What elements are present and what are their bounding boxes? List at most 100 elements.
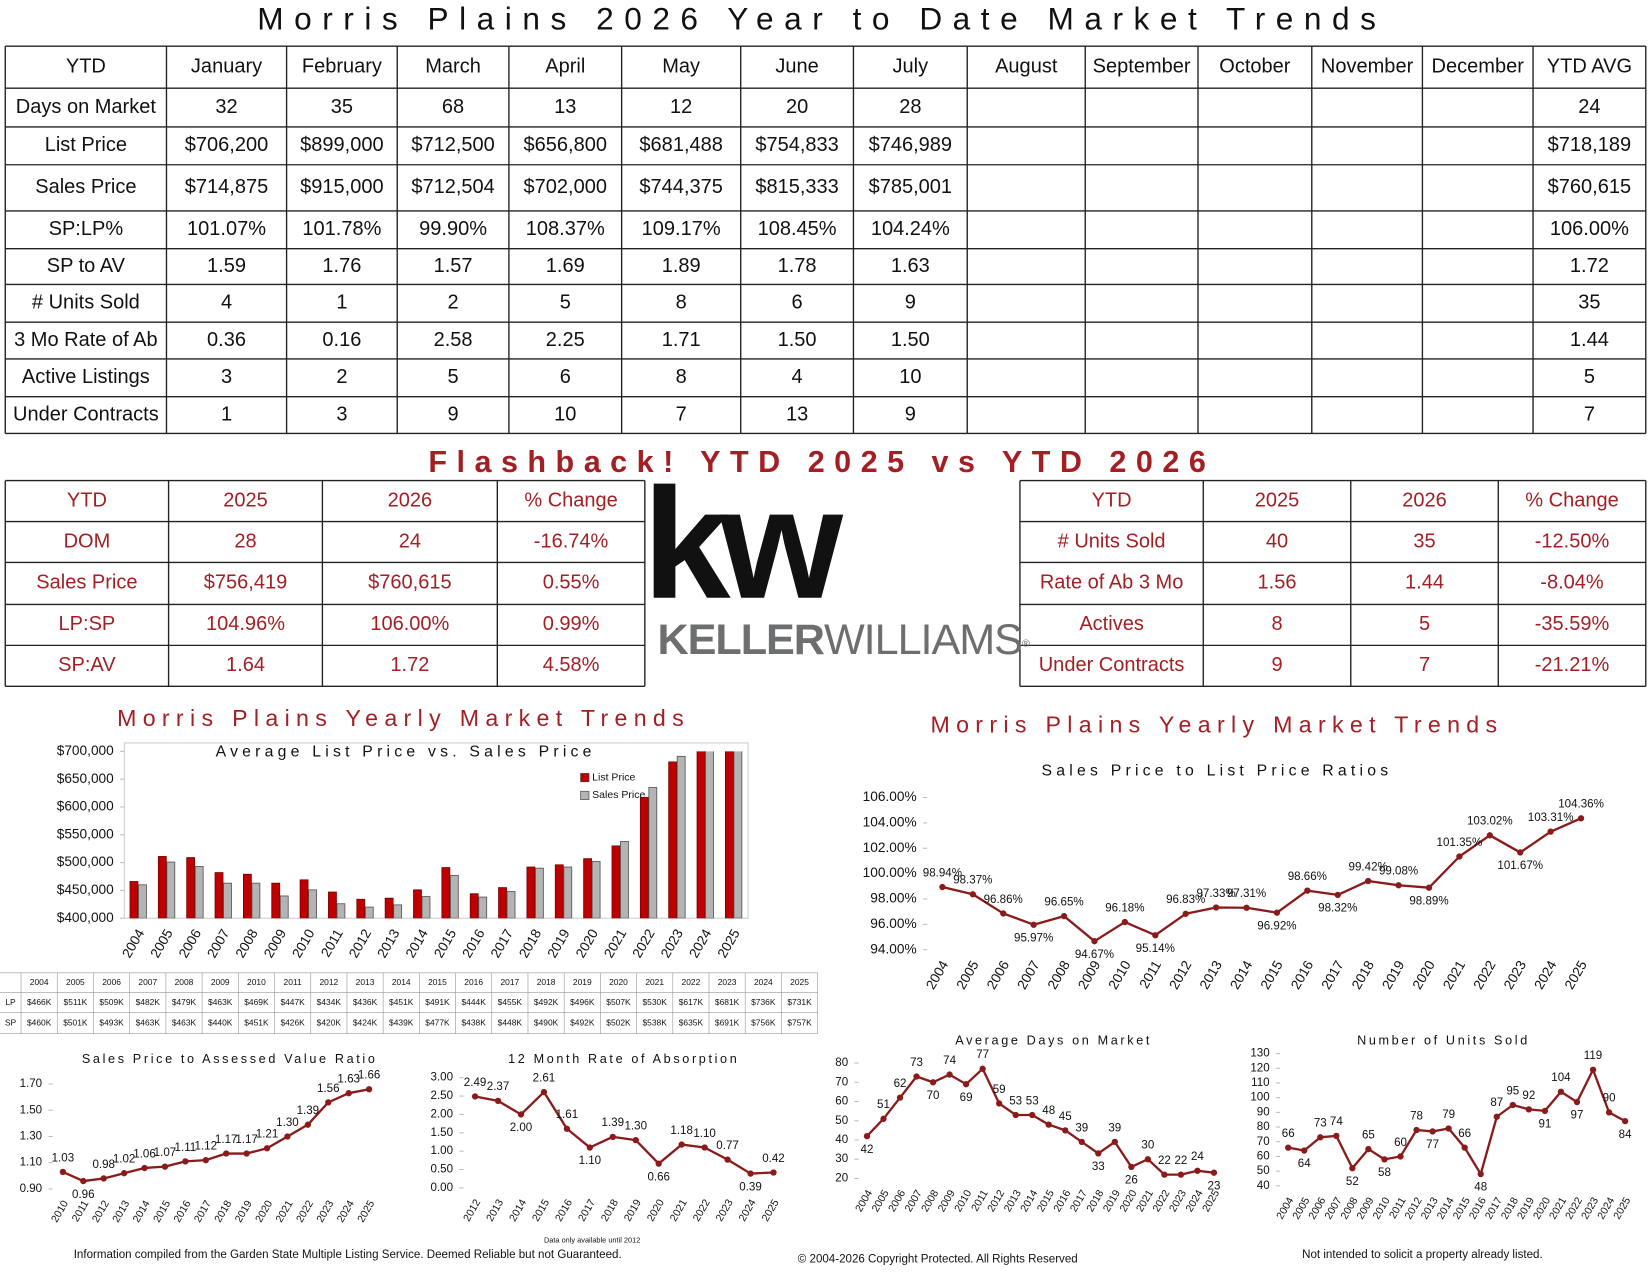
- table-value: $440K: [208, 1017, 233, 1027]
- x-tick-label: 2023: [658, 927, 686, 961]
- table-value: $635K: [679, 1017, 704, 1027]
- y-tick-label: 80: [1257, 1121, 1270, 1133]
- logo-mark: kw: [643, 456, 844, 632]
- point: [120, 1170, 128, 1177]
- point: [345, 1090, 352, 1097]
- y-tick-label: 80: [835, 1057, 848, 1069]
- table-cell: 1.69: [546, 255, 585, 277]
- x-tick-label: 2013: [1197, 958, 1225, 992]
- point: [1429, 1128, 1436, 1135]
- point: [1182, 910, 1189, 917]
- table-value: $736K: [751, 997, 776, 1007]
- bar: [696, 751, 706, 919]
- table-value: $444K: [461, 997, 486, 1007]
- table-value: $482K: [136, 997, 161, 1007]
- table-header: January: [191, 55, 262, 77]
- bar: [214, 872, 224, 919]
- table-cell: 12: [670, 96, 692, 118]
- point: [632, 1137, 639, 1144]
- point: [1000, 910, 1007, 917]
- table-header: August: [995, 55, 1058, 77]
- point: [880, 1115, 887, 1122]
- x-tick-label: 2023: [1501, 958, 1529, 992]
- table-cell: 1.57: [434, 255, 473, 277]
- y-tick-label: 70: [1257, 1136, 1270, 1148]
- x-tick-label: 2012: [461, 1197, 483, 1223]
- data-label: 96.18%: [1105, 902, 1144, 914]
- flash-label: Under Contracts: [1039, 654, 1185, 676]
- point: [1121, 918, 1129, 926]
- data-label: 66: [1282, 1128, 1295, 1140]
- x-tick-label: 2017: [192, 1198, 214, 1224]
- y-tick-label: $450,000: [57, 882, 114, 897]
- data-label: 52: [1346, 1176, 1359, 1188]
- bar: [554, 864, 564, 919]
- row-label: Under Contracts: [13, 403, 159, 425]
- table-cell: $815,333: [755, 176, 838, 198]
- bar: [583, 858, 592, 919]
- point: [913, 1073, 920, 1080]
- flash-cell: -12.50%: [1535, 530, 1610, 552]
- y-tick-label: 40: [1257, 1180, 1270, 1192]
- table-value: $438K: [461, 1017, 486, 1027]
- data-label: 1.07: [154, 1147, 177, 1159]
- table-cell: 101.78%: [302, 218, 381, 240]
- point: [979, 1065, 986, 1072]
- point: [284, 1133, 291, 1140]
- x-tick-label: 2015: [1258, 958, 1286, 992]
- table-cell: 8: [676, 366, 687, 388]
- bar: [611, 845, 621, 919]
- table-year: 2011: [284, 977, 302, 987]
- table-cell: $681,488: [639, 134, 722, 156]
- x-tick-label: 2014: [131, 1198, 153, 1224]
- ytd-avg: 5: [1584, 366, 1595, 388]
- table-cell: 1: [336, 292, 347, 314]
- x-tick-label: 2025: [760, 1197, 782, 1223]
- bar: [336, 903, 346, 919]
- point: [1045, 1121, 1052, 1128]
- data-label: 1.10: [693, 1128, 716, 1140]
- data-label: 97.31%: [1227, 888, 1266, 900]
- table-header: February: [302, 55, 382, 77]
- point: [1285, 1144, 1292, 1151]
- table-cell: 1.71: [662, 329, 701, 351]
- point: [896, 1094, 904, 1101]
- point: [325, 1099, 332, 1106]
- x-tick-label: 2022: [691, 1197, 713, 1223]
- y-tick-label: 40: [835, 1134, 848, 1146]
- logo-williams: WILLIAMS: [824, 617, 1022, 665]
- section-heading: Morris Plains Yearly Market Trends: [117, 705, 690, 731]
- data-label: 74: [1330, 1116, 1343, 1128]
- point: [1413, 1126, 1420, 1134]
- table-header: December: [1432, 55, 1525, 77]
- data-label: 1.66: [358, 1070, 381, 1082]
- point: [1557, 1088, 1565, 1095]
- flash-header: YTD: [1092, 489, 1132, 511]
- x-tick-label: 2016: [459, 927, 487, 961]
- x-tick-label: 2011: [1136, 958, 1164, 991]
- bar: [705, 751, 714, 919]
- series-line: [62, 1088, 370, 1183]
- x-tick-label: 2017: [576, 1197, 598, 1223]
- y-tick-label: 0.00: [431, 1182, 454, 1194]
- table-year: 2025: [790, 977, 809, 987]
- table-cell: $712,504: [411, 176, 494, 198]
- point: [563, 1125, 571, 1132]
- point: [1317, 1134, 1324, 1141]
- x-tick-label: 2024: [1531, 958, 1559, 992]
- table-cell: $702,000: [524, 176, 607, 198]
- point: [1301, 1147, 1308, 1154]
- bar: [733, 751, 743, 919]
- bar: [591, 861, 601, 919]
- data-label: 95.97%: [1014, 932, 1053, 944]
- x-tick-label: 2013: [110, 1198, 132, 1224]
- data-label: 48: [1042, 1105, 1055, 1117]
- point: [80, 1177, 87, 1185]
- data-label: 2.00: [510, 1122, 533, 1134]
- data-label: 104: [1551, 1072, 1571, 1084]
- point: [1091, 938, 1098, 945]
- chart-title: Sales Price to List Price Ratios: [1042, 762, 1393, 779]
- data-label: 103.31%: [1528, 812, 1574, 824]
- y-tick-label: 1.10: [20, 1157, 43, 1169]
- flash-cell: 5: [1419, 613, 1430, 635]
